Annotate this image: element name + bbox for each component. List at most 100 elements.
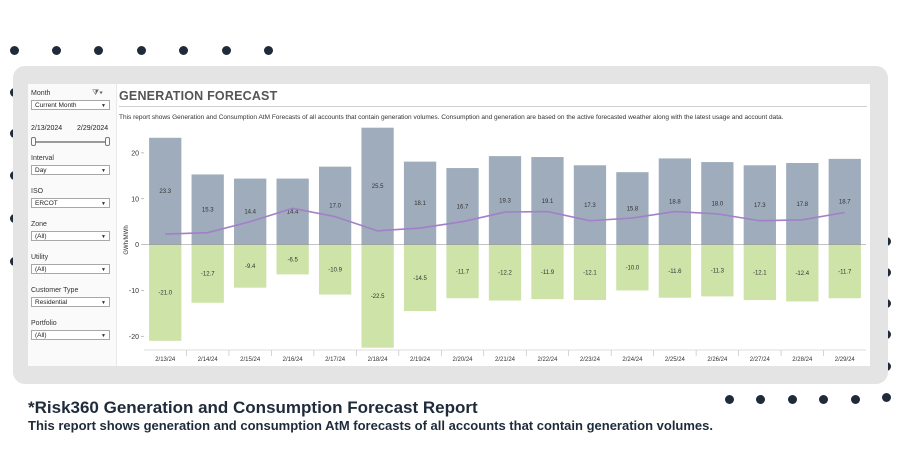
consumption-bar [786, 163, 819, 245]
consumption-data-label: 17.3 [584, 203, 596, 209]
net-series-line [165, 207, 845, 235]
filter-label-interval: Interval [31, 155, 54, 162]
consumption-data-label: 25.5 [372, 184, 384, 190]
generation-data-label: -14.5 [413, 276, 427, 282]
filter-funnel-icon[interactable]: ⧩▾ [92, 88, 104, 97]
footer-subheading: This report shows generation and consump… [28, 418, 714, 433]
decorative-dot [136, 45, 146, 55]
x-tick-label: 2/20/24 [453, 357, 474, 363]
consumption-bar [149, 137, 182, 245]
date-range-slider[interactable] [32, 141, 108, 143]
x-tick-label: 2/25/24 [665, 357, 686, 363]
x-tick-label: 2/14/24 [198, 357, 219, 363]
x-tick-label: 2/29/24 [835, 357, 856, 363]
consumption-data-label: 17.8 [796, 202, 808, 208]
x-tick-label: 2/27/24 [750, 357, 771, 363]
generation-data-label: -22.5 [371, 294, 385, 300]
generation-bar [531, 244, 564, 300]
consumption-data-label: 19.1 [542, 199, 554, 205]
date-start: 2/13/2024 [31, 125, 63, 132]
decorative-dot [221, 45, 231, 55]
decorative-dot [787, 394, 797, 404]
consumption-bar [403, 161, 437, 245]
generation-bar [276, 244, 309, 275]
title-divider [119, 106, 867, 107]
decorative-dot [818, 394, 828, 404]
x-tick-label: 2/15/24 [240, 357, 261, 363]
report-title: GENERATION FORECAST [119, 89, 278, 103]
generation-data-label: -10.9 [328, 268, 342, 274]
filter-label-portfolio: Portfolio [31, 320, 57, 327]
consumption-data-label: 18.8 [669, 200, 681, 206]
consumption-bar [531, 157, 564, 245]
generation-bar [191, 244, 224, 303]
slider-handle-end[interactable] [105, 137, 110, 146]
slider-handle-start[interactable] [31, 137, 36, 146]
generation-bar [361, 244, 394, 348]
decorative-dot [850, 394, 860, 404]
generation-data-label: -10.0 [626, 266, 640, 272]
consumption-data-label: 15.3 [202, 208, 214, 214]
x-tick-label: 2/17/24 [325, 357, 346, 363]
x-tick-label: 2/26/24 [707, 357, 728, 363]
decorative-dot [51, 45, 61, 55]
consumption-data-label: 23.3 [159, 189, 171, 195]
month-value: Current Month [35, 102, 77, 109]
month-select[interactable]: Current Month ▼ [31, 100, 110, 110]
generation-data-label: -11.7 [838, 269, 852, 275]
consumption-bar [318, 166, 352, 245]
generation-bar [658, 244, 692, 298]
chevron-down-icon: ▼ [101, 168, 106, 174]
x-tick-label: 2/16/24 [283, 357, 304, 363]
footer-heading: *Risk360 Generation and Consumption Fore… [28, 398, 478, 417]
generation-data-label: -12.1 [583, 270, 597, 276]
y-tick-label: 10 [131, 196, 139, 203]
generation-data-label: -12.1 [753, 270, 767, 276]
interval-value: Day [35, 167, 47, 174]
consumption-data-label: 18.7 [839, 200, 851, 206]
customer-type-value: Residential [35, 299, 68, 306]
x-tick-label: 2/13/24 [155, 357, 176, 363]
consumption-data-label: 14.4 [287, 210, 299, 216]
date-end: 2/29/2024 [77, 125, 109, 132]
decorative-dot [263, 45, 273, 55]
generation-data-label: -12.2 [498, 271, 512, 277]
consumption-data-label: 15.8 [627, 206, 639, 212]
decorative-dot [724, 394, 734, 404]
interval-select[interactable]: Day ▼ [31, 165, 110, 175]
generation-bar [403, 244, 437, 312]
consumption-bar [573, 165, 607, 245]
generation-bar [701, 244, 734, 297]
y-tick-label: -10 [129, 288, 139, 295]
decorative-dot [93, 45, 103, 55]
generation-bar [573, 244, 607, 301]
consumption-data-label: 17.3 [754, 203, 766, 209]
filter-label-month: Month [31, 90, 51, 97]
forecast-chart: 20 10 0 -10 -20 GWh/MWh 23.3 -21.0 2/13/24 15.3 -1… [124, 127, 866, 363]
iso-value: ERCOT [35, 200, 58, 207]
consumption-bar [828, 158, 861, 245]
y-axis-label: GWh/MWh [124, 225, 130, 254]
generation-bar [234, 244, 267, 288]
portfolio-select[interactable]: (All) ▼ [31, 330, 110, 340]
generation-bar [616, 244, 649, 291]
consumption-data-label: 18.0 [712, 201, 724, 207]
generation-data-label: -21.0 [158, 291, 172, 297]
decorative-dot [9, 45, 19, 55]
consumption-bar [361, 127, 394, 245]
generation-data-label: -12.4 [795, 271, 809, 277]
generation-bar [786, 244, 819, 302]
consumption-bar [658, 158, 692, 245]
utility-select[interactable]: (All) ▼ [31, 264, 110, 274]
consumption-bar [446, 168, 479, 245]
x-tick-label: 2/18/24 [368, 357, 389, 363]
generation-data-label: -11.9 [541, 270, 555, 276]
x-tick-label: 2/28/24 [792, 357, 813, 363]
customer-type-select[interactable]: Residential ▼ [31, 297, 110, 307]
zone-select[interactable]: (All) ▼ [31, 231, 110, 241]
y-tick-label: 20 [131, 150, 139, 157]
x-tick-label: 2/19/24 [410, 357, 431, 363]
iso-select[interactable]: ERCOT ▼ [31, 198, 110, 208]
decorative-dot [178, 45, 188, 55]
decorative-dot [755, 394, 765, 404]
